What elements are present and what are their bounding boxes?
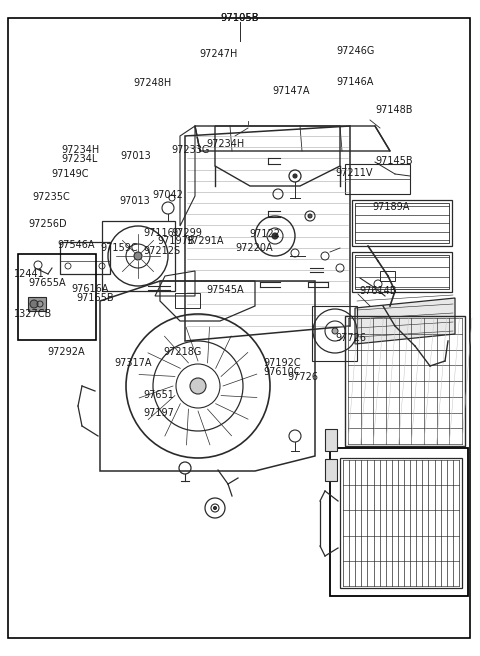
Text: 97726: 97726 bbox=[335, 333, 366, 344]
Bar bbox=[355, 203, 449, 243]
Text: 97218G: 97218G bbox=[163, 347, 202, 358]
Circle shape bbox=[214, 506, 216, 510]
Polygon shape bbox=[355, 298, 455, 344]
Text: 1327CB: 1327CB bbox=[14, 308, 53, 319]
Text: 97610C: 97610C bbox=[263, 367, 300, 377]
Bar bbox=[312, 306, 357, 361]
Text: 97148B: 97148B bbox=[375, 105, 413, 115]
Text: 97616A: 97616A bbox=[71, 283, 108, 294]
Circle shape bbox=[332, 328, 338, 334]
Text: 97122: 97122 bbox=[250, 229, 281, 239]
Text: 97146A: 97146A bbox=[336, 77, 373, 87]
Text: 97291A: 97291A bbox=[186, 236, 224, 246]
Bar bbox=[325, 429, 337, 451]
Text: 97726: 97726 bbox=[287, 372, 318, 382]
Text: 12441: 12441 bbox=[14, 269, 45, 279]
Text: 97247H: 97247H bbox=[199, 49, 238, 59]
Text: 97246G: 97246G bbox=[336, 46, 374, 56]
Text: 97546A: 97546A bbox=[58, 239, 95, 250]
Text: 97159C: 97159C bbox=[101, 243, 138, 253]
Text: 97545A: 97545A bbox=[206, 285, 244, 295]
Text: 97248H: 97248H bbox=[133, 78, 172, 89]
Text: 97234H: 97234H bbox=[61, 145, 100, 155]
Bar bbox=[355, 255, 449, 289]
Bar bbox=[345, 164, 410, 194]
Text: 97317A: 97317A bbox=[114, 358, 152, 368]
Text: 97234H: 97234H bbox=[206, 139, 245, 150]
Circle shape bbox=[308, 214, 312, 218]
Text: 97116D: 97116D bbox=[143, 228, 181, 238]
Text: 97212S: 97212S bbox=[143, 245, 180, 256]
Text: 97655A: 97655A bbox=[29, 278, 66, 289]
Text: 97233G: 97233G bbox=[171, 144, 209, 155]
Text: 97145B: 97145B bbox=[375, 155, 413, 166]
Text: 97292A: 97292A bbox=[47, 347, 84, 358]
Bar bbox=[352, 252, 452, 292]
Text: 97189A: 97189A bbox=[372, 201, 409, 212]
Text: 97211V: 97211V bbox=[335, 168, 372, 178]
Bar bbox=[345, 316, 465, 446]
Text: 97105B: 97105B bbox=[221, 13, 259, 24]
Circle shape bbox=[293, 174, 297, 178]
Bar bbox=[325, 459, 337, 481]
Text: 97165B: 97165B bbox=[77, 293, 114, 303]
Bar bbox=[340, 458, 462, 588]
Bar bbox=[28, 297, 46, 311]
Text: 97105B: 97105B bbox=[221, 13, 259, 23]
Text: 97235C: 97235C bbox=[33, 192, 71, 202]
Text: 97192C: 97192C bbox=[263, 358, 300, 368]
Bar bbox=[175, 293, 200, 308]
Text: 97013: 97013 bbox=[119, 195, 150, 206]
Circle shape bbox=[134, 252, 142, 260]
Text: 97013: 97013 bbox=[120, 151, 151, 161]
Bar bbox=[330, 448, 468, 596]
Circle shape bbox=[272, 233, 278, 239]
Text: 97256D: 97256D bbox=[29, 219, 67, 230]
Text: 97234L: 97234L bbox=[61, 154, 98, 164]
Text: 97614B: 97614B bbox=[359, 286, 396, 297]
Text: 97299: 97299 bbox=[172, 228, 203, 238]
Text: 97220A: 97220A bbox=[235, 243, 273, 253]
Text: 97651: 97651 bbox=[143, 390, 174, 400]
Bar bbox=[18, 254, 96, 340]
Bar bbox=[380, 271, 395, 281]
Bar bbox=[60, 242, 110, 274]
Text: 97042: 97042 bbox=[153, 190, 183, 201]
Text: 97197: 97197 bbox=[143, 408, 174, 419]
Text: 97149C: 97149C bbox=[52, 169, 89, 179]
Text: 97197B: 97197B bbox=[157, 236, 195, 246]
Bar bbox=[352, 200, 452, 246]
Circle shape bbox=[30, 300, 38, 308]
Circle shape bbox=[190, 378, 206, 394]
Text: 97147A: 97147A bbox=[273, 85, 310, 96]
